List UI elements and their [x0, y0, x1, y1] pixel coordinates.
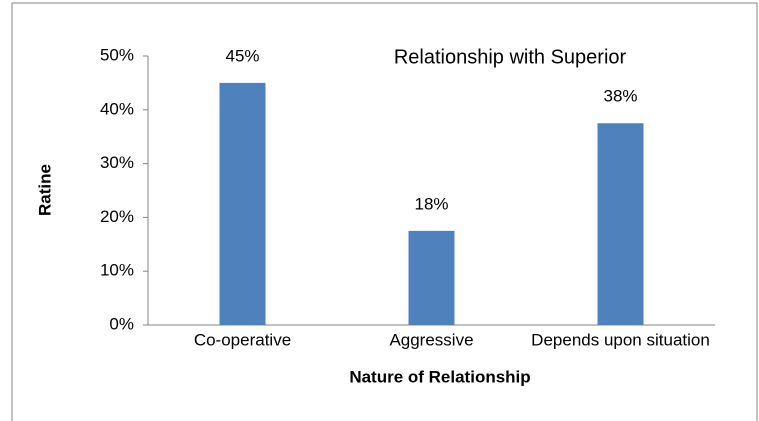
bar: [597, 123, 644, 325]
y-tick-label: 40%: [100, 99, 134, 118]
chart-title: Relationship with Superior: [394, 46, 627, 68]
bar: [219, 82, 266, 326]
y-tick-label: 50%: [100, 45, 134, 64]
data-label: 45%: [225, 46, 259, 65]
x-axis-label: Nature of Relationship: [349, 367, 530, 386]
y-tick-label: 10%: [100, 261, 134, 280]
y-axis-label: Ratine: [35, 164, 54, 216]
data-label: 38%: [603, 87, 637, 106]
y-tick-label: 30%: [100, 153, 134, 172]
y-tick-label: 0%: [109, 314, 134, 333]
x-tick-label: Aggressive: [389, 330, 473, 349]
chart-frame: [11, 2, 758, 421]
x-tick-label: Depends upon situation: [531, 330, 710, 349]
y-tick-label: 20%: [100, 207, 134, 226]
bar: [408, 230, 455, 325]
x-tick-label: Co-operative: [194, 330, 291, 349]
data-label: 18%: [414, 194, 448, 213]
